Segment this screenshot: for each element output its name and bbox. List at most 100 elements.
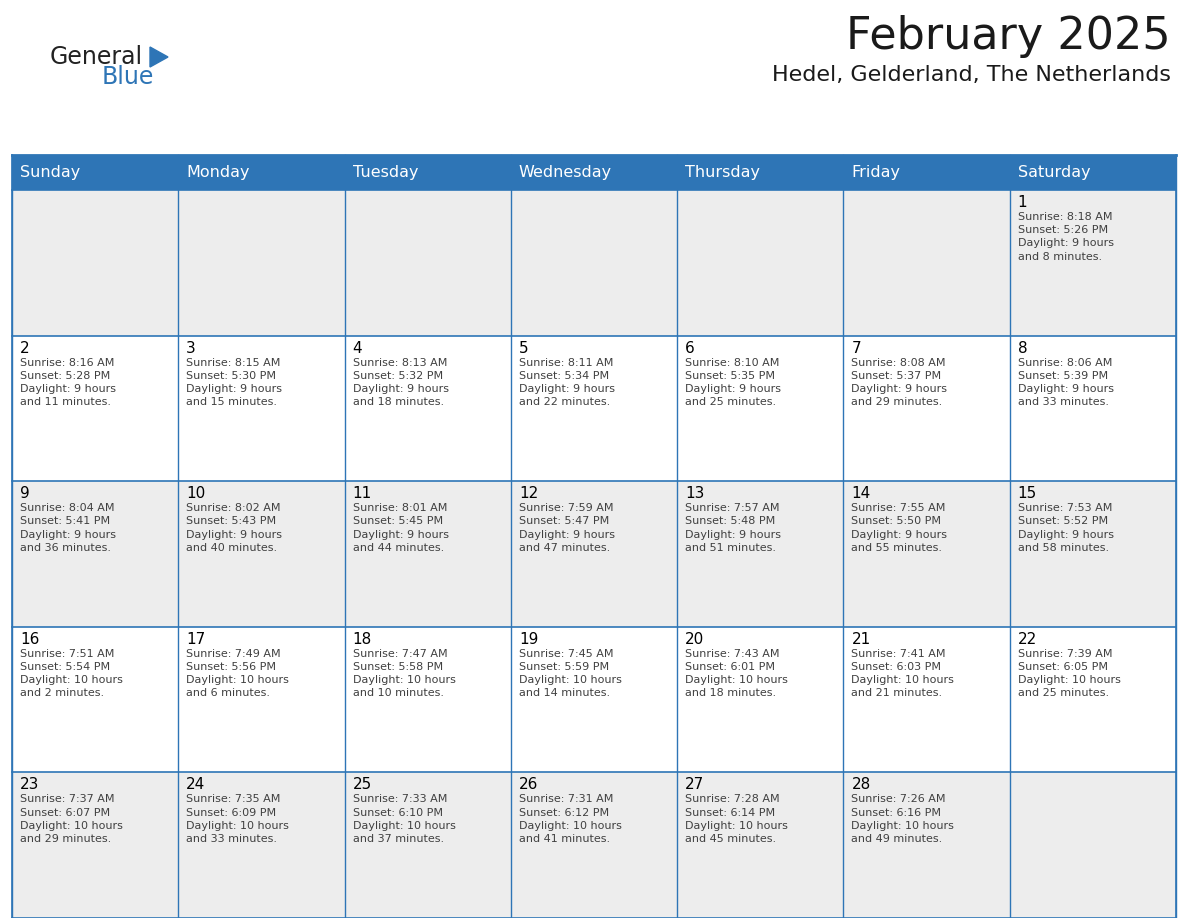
Bar xyxy=(345,190,511,336)
Bar xyxy=(511,190,677,336)
Text: Saturday: Saturday xyxy=(1018,165,1091,180)
Bar xyxy=(345,772,511,918)
Bar xyxy=(511,481,677,627)
Text: 19: 19 xyxy=(519,632,538,647)
Text: 7: 7 xyxy=(852,341,861,355)
Text: Sunrise: 7:31 AM
Sunset: 6:12 PM
Daylight: 10 hours
and 41 minutes.: Sunrise: 7:31 AM Sunset: 6:12 PM Dayligh… xyxy=(519,794,621,844)
Text: Sunrise: 8:18 AM
Sunset: 5:26 PM
Daylight: 9 hours
and 8 minutes.: Sunrise: 8:18 AM Sunset: 5:26 PM Dayligh… xyxy=(1018,212,1113,262)
Bar xyxy=(677,190,843,336)
Text: 25: 25 xyxy=(353,778,372,792)
Text: Sunrise: 8:11 AM
Sunset: 5:34 PM
Daylight: 9 hours
and 22 minutes.: Sunrise: 8:11 AM Sunset: 5:34 PM Dayligh… xyxy=(519,358,615,408)
Text: 3: 3 xyxy=(187,341,196,355)
Text: Sunrise: 7:45 AM
Sunset: 5:59 PM
Daylight: 10 hours
and 14 minutes.: Sunrise: 7:45 AM Sunset: 5:59 PM Dayligh… xyxy=(519,649,621,699)
Text: Sunrise: 7:39 AM
Sunset: 6:05 PM
Daylight: 10 hours
and 25 minutes.: Sunrise: 7:39 AM Sunset: 6:05 PM Dayligh… xyxy=(1018,649,1120,699)
Text: 1: 1 xyxy=(1018,195,1028,210)
Text: 9: 9 xyxy=(20,487,30,501)
Text: Friday: Friday xyxy=(852,165,901,180)
Bar xyxy=(1010,627,1176,772)
Bar xyxy=(1010,772,1176,918)
Bar xyxy=(12,155,178,190)
Bar xyxy=(178,627,345,772)
Text: Sunrise: 7:51 AM
Sunset: 5:54 PM
Daylight: 10 hours
and 2 minutes.: Sunrise: 7:51 AM Sunset: 5:54 PM Dayligh… xyxy=(20,649,122,699)
Text: 26: 26 xyxy=(519,778,538,792)
Text: Sunrise: 7:53 AM
Sunset: 5:52 PM
Daylight: 9 hours
and 58 minutes.: Sunrise: 7:53 AM Sunset: 5:52 PM Dayligh… xyxy=(1018,503,1113,553)
Text: 23: 23 xyxy=(20,778,39,792)
Text: Sunrise: 7:35 AM
Sunset: 6:09 PM
Daylight: 10 hours
and 33 minutes.: Sunrise: 7:35 AM Sunset: 6:09 PM Dayligh… xyxy=(187,794,289,844)
Text: 10: 10 xyxy=(187,487,206,501)
Bar xyxy=(178,481,345,627)
Bar xyxy=(1010,336,1176,481)
Polygon shape xyxy=(150,47,168,67)
Text: Sunrise: 8:10 AM
Sunset: 5:35 PM
Daylight: 9 hours
and 25 minutes.: Sunrise: 8:10 AM Sunset: 5:35 PM Dayligh… xyxy=(685,358,782,408)
Text: Tuesday: Tuesday xyxy=(353,165,418,180)
Bar xyxy=(345,155,511,190)
Text: Sunrise: 8:08 AM
Sunset: 5:37 PM
Daylight: 9 hours
and 29 minutes.: Sunrise: 8:08 AM Sunset: 5:37 PM Dayligh… xyxy=(852,358,947,408)
Bar xyxy=(511,336,677,481)
Bar xyxy=(178,190,345,336)
Text: Sunrise: 7:33 AM
Sunset: 6:10 PM
Daylight: 10 hours
and 37 minutes.: Sunrise: 7:33 AM Sunset: 6:10 PM Dayligh… xyxy=(353,794,455,844)
Text: February 2025: February 2025 xyxy=(846,15,1171,58)
Text: Sunrise: 8:13 AM
Sunset: 5:32 PM
Daylight: 9 hours
and 18 minutes.: Sunrise: 8:13 AM Sunset: 5:32 PM Dayligh… xyxy=(353,358,449,408)
Text: 4: 4 xyxy=(353,341,362,355)
Bar xyxy=(511,772,677,918)
Text: 11: 11 xyxy=(353,487,372,501)
Bar xyxy=(345,481,511,627)
Text: 14: 14 xyxy=(852,487,871,501)
Bar xyxy=(511,627,677,772)
Bar xyxy=(12,481,178,627)
Bar xyxy=(345,627,511,772)
Text: 24: 24 xyxy=(187,778,206,792)
Bar xyxy=(1010,190,1176,336)
Bar xyxy=(178,155,345,190)
Text: Sunrise: 7:41 AM
Sunset: 6:03 PM
Daylight: 10 hours
and 21 minutes.: Sunrise: 7:41 AM Sunset: 6:03 PM Dayligh… xyxy=(852,649,954,699)
Text: Sunrise: 7:26 AM
Sunset: 6:16 PM
Daylight: 10 hours
and 49 minutes.: Sunrise: 7:26 AM Sunset: 6:16 PM Dayligh… xyxy=(852,794,954,844)
Bar xyxy=(12,627,178,772)
Text: Sunrise: 7:49 AM
Sunset: 5:56 PM
Daylight: 10 hours
and 6 minutes.: Sunrise: 7:49 AM Sunset: 5:56 PM Dayligh… xyxy=(187,649,289,699)
Text: Sunrise: 8:15 AM
Sunset: 5:30 PM
Daylight: 9 hours
and 15 minutes.: Sunrise: 8:15 AM Sunset: 5:30 PM Dayligh… xyxy=(187,358,283,408)
Text: Sunrise: 7:43 AM
Sunset: 6:01 PM
Daylight: 10 hours
and 18 minutes.: Sunrise: 7:43 AM Sunset: 6:01 PM Dayligh… xyxy=(685,649,788,699)
Text: 5: 5 xyxy=(519,341,529,355)
Text: 22: 22 xyxy=(1018,632,1037,647)
Text: 27: 27 xyxy=(685,778,704,792)
Text: Sunrise: 8:04 AM
Sunset: 5:41 PM
Daylight: 9 hours
and 36 minutes.: Sunrise: 8:04 AM Sunset: 5:41 PM Dayligh… xyxy=(20,503,116,553)
Bar xyxy=(843,481,1010,627)
Text: Blue: Blue xyxy=(102,65,154,89)
Bar xyxy=(677,155,843,190)
Bar xyxy=(677,627,843,772)
Bar xyxy=(12,336,178,481)
Text: 21: 21 xyxy=(852,632,871,647)
Text: Sunrise: 8:01 AM
Sunset: 5:45 PM
Daylight: 9 hours
and 44 minutes.: Sunrise: 8:01 AM Sunset: 5:45 PM Dayligh… xyxy=(353,503,449,553)
Bar xyxy=(843,772,1010,918)
Text: 18: 18 xyxy=(353,632,372,647)
Text: Wednesday: Wednesday xyxy=(519,165,612,180)
Bar xyxy=(843,190,1010,336)
Text: Sunrise: 7:59 AM
Sunset: 5:47 PM
Daylight: 9 hours
and 47 minutes.: Sunrise: 7:59 AM Sunset: 5:47 PM Dayligh… xyxy=(519,503,615,553)
Text: Sunrise: 7:37 AM
Sunset: 6:07 PM
Daylight: 10 hours
and 29 minutes.: Sunrise: 7:37 AM Sunset: 6:07 PM Dayligh… xyxy=(20,794,122,844)
Bar xyxy=(1010,481,1176,627)
Text: 8: 8 xyxy=(1018,341,1028,355)
Text: 2: 2 xyxy=(20,341,30,355)
Text: Sunrise: 7:47 AM
Sunset: 5:58 PM
Daylight: 10 hours
and 10 minutes.: Sunrise: 7:47 AM Sunset: 5:58 PM Dayligh… xyxy=(353,649,455,699)
Text: Sunrise: 8:16 AM
Sunset: 5:28 PM
Daylight: 9 hours
and 11 minutes.: Sunrise: 8:16 AM Sunset: 5:28 PM Dayligh… xyxy=(20,358,116,408)
Text: Sunday: Sunday xyxy=(20,165,81,180)
Text: 13: 13 xyxy=(685,487,704,501)
Bar xyxy=(843,336,1010,481)
Text: Sunrise: 7:57 AM
Sunset: 5:48 PM
Daylight: 9 hours
and 51 minutes.: Sunrise: 7:57 AM Sunset: 5:48 PM Dayligh… xyxy=(685,503,782,553)
Text: 28: 28 xyxy=(852,778,871,792)
Text: Thursday: Thursday xyxy=(685,165,760,180)
Text: 16: 16 xyxy=(20,632,39,647)
Bar xyxy=(843,155,1010,190)
Bar xyxy=(677,481,843,627)
Bar xyxy=(178,336,345,481)
Text: Sunrise: 8:06 AM
Sunset: 5:39 PM
Daylight: 9 hours
and 33 minutes.: Sunrise: 8:06 AM Sunset: 5:39 PM Dayligh… xyxy=(1018,358,1113,408)
Text: Sunrise: 8:02 AM
Sunset: 5:43 PM
Daylight: 9 hours
and 40 minutes.: Sunrise: 8:02 AM Sunset: 5:43 PM Dayligh… xyxy=(187,503,283,553)
Text: Sunrise: 7:28 AM
Sunset: 6:14 PM
Daylight: 10 hours
and 45 minutes.: Sunrise: 7:28 AM Sunset: 6:14 PM Dayligh… xyxy=(685,794,788,844)
Text: Hedel, Gelderland, The Netherlands: Hedel, Gelderland, The Netherlands xyxy=(772,65,1171,85)
Bar xyxy=(12,772,178,918)
Bar xyxy=(1010,155,1176,190)
Bar xyxy=(677,336,843,481)
Bar xyxy=(12,190,178,336)
Text: 15: 15 xyxy=(1018,487,1037,501)
Bar xyxy=(511,155,677,190)
Text: 12: 12 xyxy=(519,487,538,501)
